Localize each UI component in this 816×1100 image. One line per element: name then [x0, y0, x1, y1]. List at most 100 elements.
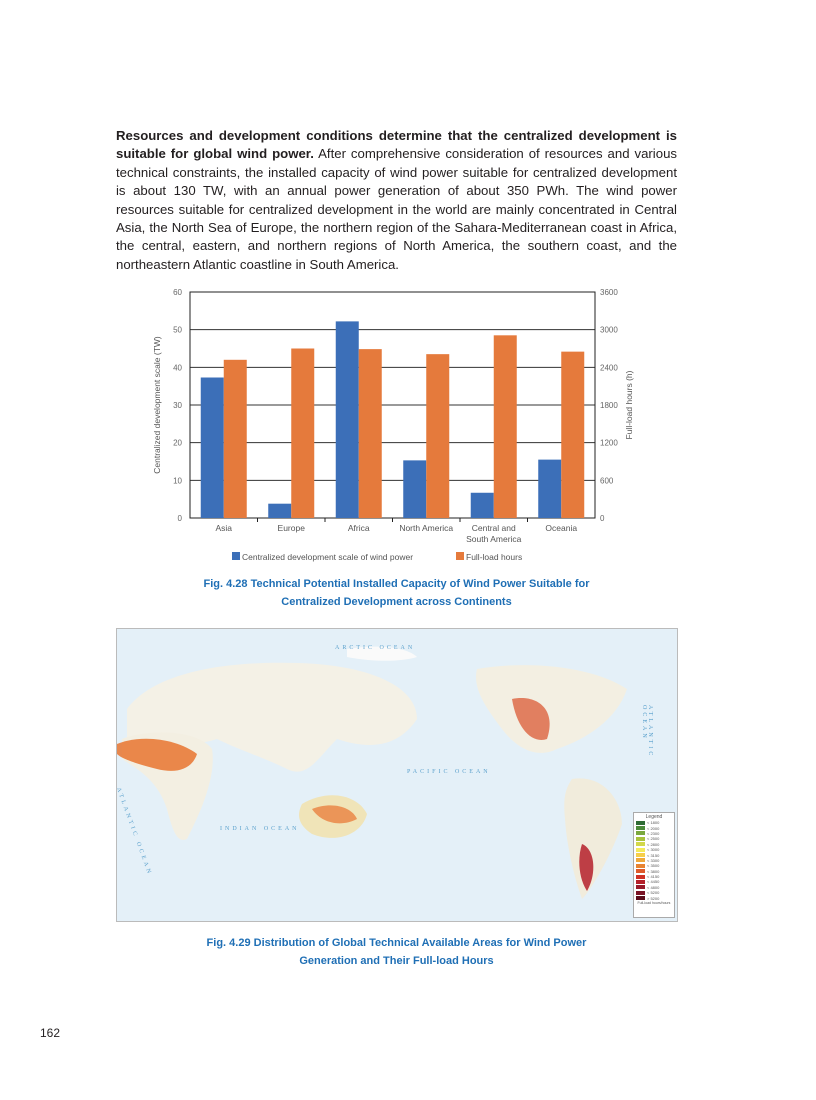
- arctic-ocean-label: ARCTIC OCEAN: [335, 645, 416, 651]
- legend-footer: Full-load hours/hours: [637, 900, 671, 905]
- paragraph-text: After comprehensive consideration of res…: [116, 146, 678, 272]
- legend-item: < 5200: [634, 890, 674, 895]
- legend-label: < 2500: [647, 836, 660, 842]
- bar-hours-5: [561, 351, 585, 518]
- world-wind-map: ARCTIC OCEAN PACIFIC OCEAN INDIAN OCEAN …: [116, 628, 678, 922]
- legend-item: < 4450: [634, 879, 674, 884]
- legend-item: < 2800: [634, 842, 674, 847]
- y2-tick-label: 600: [600, 476, 614, 485]
- legend-title: Legend: [645, 814, 663, 820]
- bar-scale-4: [470, 492, 494, 518]
- legend-label: < 2000: [647, 825, 660, 831]
- y2-axis-label: Full-load hours (h): [624, 370, 634, 439]
- y2-tick-label: 3000: [600, 326, 618, 335]
- atlantic-ocean-label-right: ATLANTIC OCEAN: [641, 705, 653, 759]
- legend-label: < 3150: [647, 852, 660, 858]
- legend-label: < 3300: [647, 857, 660, 863]
- paragraph-bold-lead: Resources and development conditions det…: [116, 128, 677, 162]
- legend-swatch: [636, 874, 645, 879]
- legend-label: < 4450: [647, 879, 660, 885]
- caption-line: Centralized Development across Continent…: [281, 596, 512, 608]
- legend-label: < 3800: [647, 868, 660, 874]
- figure-4-29-caption: Fig. 4.29 Distribution of Global Technic…: [116, 934, 677, 970]
- legend-label: < 3500: [647, 863, 660, 869]
- bar-hours-2: [358, 349, 382, 518]
- caption-line: Fig. 4.28 Technical Potential Installed …: [203, 578, 590, 590]
- legend-label: < 2800: [647, 841, 660, 847]
- body-paragraph: Resources and development conditions det…: [116, 127, 677, 274]
- legend-label: < 4800: [647, 884, 660, 890]
- legend-label-hours: Full-load hours: [466, 552, 522, 562]
- y-tick-label: 10: [173, 476, 182, 485]
- x-tick-label: Asia: [215, 523, 232, 533]
- legend-item: < 4800: [634, 885, 674, 890]
- legend-item: < 2300: [634, 831, 674, 836]
- bar-hours-3: [426, 354, 450, 518]
- legend-item: < 2000: [634, 825, 674, 831]
- legend-swatch: [636, 879, 645, 884]
- caption-line: Fig. 4.29 Distribution of Global Technic…: [206, 937, 587, 949]
- legend-item: < 2500: [634, 836, 674, 841]
- legend-label-scale: Centralized development scale of wind po…: [242, 552, 413, 562]
- legend-label: < 2300: [647, 830, 660, 836]
- legend-swatch-hours: [456, 552, 464, 560]
- legend-swatch: [636, 831, 645, 836]
- bar-scale-2: [335, 321, 359, 518]
- legend-swatch: [636, 836, 645, 841]
- legend-swatch: [636, 820, 645, 825]
- pacific-ocean-label: PACIFIC OCEAN: [407, 769, 491, 775]
- y2-tick-label: 1800: [600, 401, 618, 410]
- indian-ocean-label: INDIAN OCEAN: [220, 826, 300, 832]
- bar-scale-0: [200, 377, 224, 518]
- legend-swatch-scale: [232, 552, 240, 560]
- x-tick-label: North America: [399, 523, 453, 533]
- x-tick-label: Europe: [278, 523, 306, 533]
- legend-item: > 5200: [634, 895, 674, 901]
- bar-hours-0: [223, 359, 247, 518]
- legend-label: < 5200: [647, 890, 660, 896]
- y-tick-label: 50: [173, 326, 182, 335]
- legend-item: < 3150: [634, 852, 674, 858]
- x-tick-label: Africa: [348, 523, 370, 533]
- legend-label: < 3000: [647, 847, 660, 853]
- y-tick-label: 20: [173, 439, 182, 448]
- legend-swatch: [636, 896, 645, 901]
- y2-tick-label: 1200: [600, 439, 618, 448]
- x-tick-label: South America: [466, 534, 522, 544]
- y-axis-label: Centralized development scale (TW): [152, 336, 162, 474]
- legend-label: > 5200: [647, 895, 660, 901]
- legend-item: < 3000: [634, 847, 674, 852]
- legend-swatch: [636, 826, 645, 831]
- bar-scale-3: [403, 460, 427, 518]
- map-landmasses: [117, 646, 627, 899]
- legend-swatch: [636, 847, 645, 852]
- legend-swatch: [636, 890, 645, 895]
- caption-line: Generation and Their Full-load Hours: [299, 955, 494, 967]
- legend-swatch: [636, 858, 645, 863]
- legend-item: < 3800: [634, 869, 674, 874]
- x-tick-label: Central and: [472, 523, 516, 533]
- x-tick-label: Oceania: [545, 523, 577, 533]
- legend-label: < 4150: [647, 874, 660, 880]
- legend-label: < 1800: [647, 820, 660, 826]
- legend-swatch: [636, 853, 645, 858]
- legend-swatch: [636, 842, 645, 847]
- legend-item: < 1800: [634, 820, 674, 825]
- y-tick-label: 60: [173, 288, 182, 297]
- bar-scale-5: [538, 459, 562, 518]
- y-tick-label: 40: [173, 363, 182, 372]
- legend-swatch: [636, 869, 645, 874]
- bar-hours-1: [291, 348, 315, 518]
- legend-swatch: [636, 863, 645, 868]
- legend-item: < 3500: [634, 863, 674, 868]
- legend-swatch: [636, 885, 645, 890]
- legend-item: < 4150: [634, 874, 674, 879]
- y2-tick-label: 2400: [600, 363, 618, 372]
- legend-item: < 3300: [634, 858, 674, 863]
- bar-hours-4: [493, 335, 517, 518]
- bar-scale-1: [268, 503, 292, 518]
- page-number: 162: [40, 1026, 61, 1040]
- bar-chart: 0 0 10 600 20 1200 30 1800 40 2400 50 3000 60 3600 Asi…: [152, 288, 634, 562]
- figure-4-28-caption: Fig. 4.28 Technical Potential Installed …: [116, 575, 677, 611]
- y-tick-label: 0: [178, 514, 183, 523]
